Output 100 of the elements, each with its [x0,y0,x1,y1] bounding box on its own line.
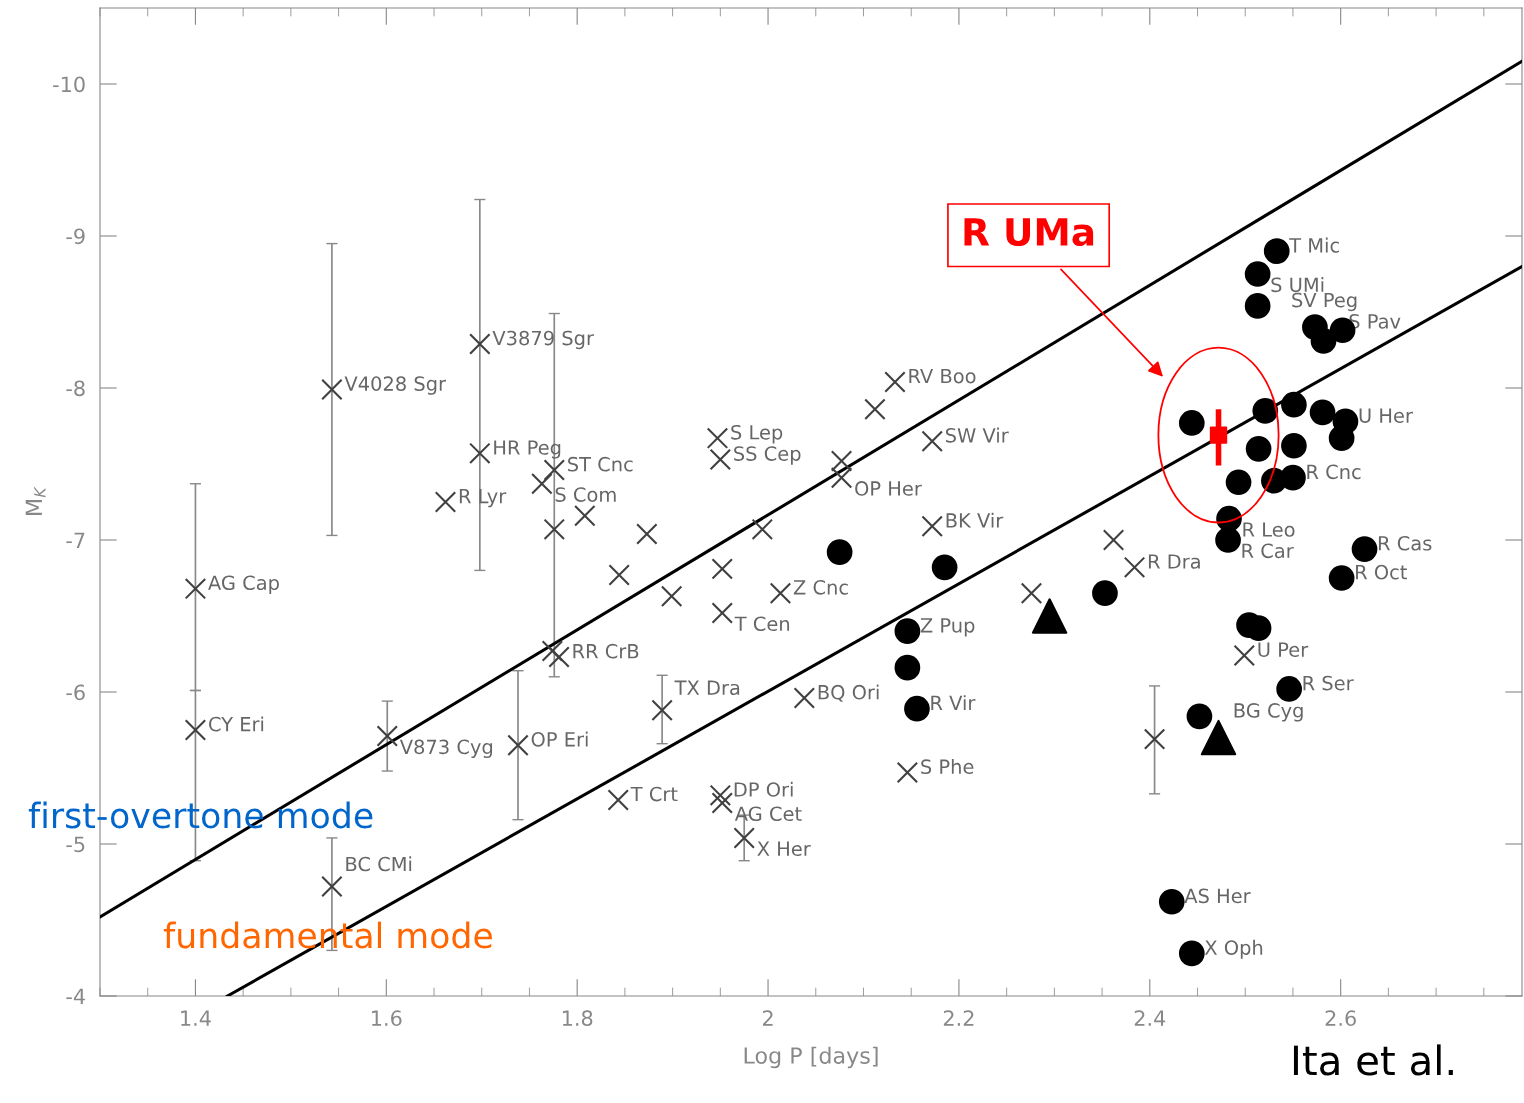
annotation: R Dra [1148,554,1200,569]
annotation: R Cas [1378,535,1432,551]
point [1244,293,1271,319]
y-tick-label: -10 [53,76,85,93]
point [1186,703,1213,730]
annotation: R Cnc [1307,464,1361,480]
point [1245,435,1272,462]
point [1309,399,1336,426]
y-tick-label: -9 [66,228,85,245]
point [1123,556,1146,579]
annotation: R Ser [1303,675,1354,691]
annotation: V873 Cyg [399,739,493,758]
y-tick-label: -7 [66,532,85,548]
point [711,558,734,580]
point [709,448,732,471]
annotation: T Crt [630,786,678,802]
point [1233,644,1256,667]
annotation: R Leo [1243,522,1295,537]
x-tick-label: 1.4 [181,1010,211,1026]
y-tick-label: -6 [66,684,85,701]
annotation: S Phe [921,758,974,775]
point [1310,328,1337,354]
point [709,784,732,807]
point [1328,565,1355,591]
x-tick-label: 1.8 [562,1010,593,1027]
point [531,473,553,495]
point [894,618,921,645]
x-tick-label: 2.6 [1325,1010,1356,1027]
annotation: X Oph [1204,939,1263,959]
annotation: CY Eri [209,716,264,732]
text: R UMa [964,218,1094,247]
annotation: U Her [1359,408,1413,423]
point [884,371,906,393]
point [1244,261,1271,287]
annotation: ST Cnc [568,456,633,472]
annotation: T Mic [1289,237,1339,253]
annotation: T Cen [734,616,790,632]
y-axis-title: M$_{K}$ [25,486,46,515]
point [1092,580,1118,607]
point [826,539,853,566]
annotation: first-overtone mode [28,801,373,829]
point [830,466,853,489]
point [733,827,755,849]
annotation: V3879 Sgr [492,330,594,350]
point [541,640,564,662]
point [1281,391,1307,418]
point [1351,536,1378,562]
y-tick-label: -5 [66,836,85,853]
point [469,442,491,465]
point [1281,432,1307,459]
y-tick-label: -8 [66,380,85,397]
annotation: Z Pup [920,618,975,637]
point [543,518,566,541]
point [706,427,729,449]
annotation: DP Ori [734,781,793,797]
point [894,654,921,681]
point [931,554,958,581]
point [1020,582,1043,604]
point [830,450,853,472]
annotation: SS Cep [734,446,801,465]
annotation: SV Peg [1292,292,1357,312]
point [1200,719,1237,756]
annotation: S UMi [1271,277,1324,293]
point [921,515,943,538]
annotation: R Vir [931,695,976,710]
annotation: BG Cyg [1234,703,1303,722]
point [1328,425,1355,452]
annotation: V4028 Sgr [344,376,447,395]
annotation: S Com [555,487,616,502]
point [864,398,886,421]
point [921,430,943,452]
point [1143,728,1166,750]
annotation: Z Cnc [793,579,848,595]
point [751,518,774,541]
point [711,602,734,624]
point [660,585,683,607]
point [543,459,566,481]
annotation: AG Cet [734,806,802,822]
annotation: OP Her [855,481,922,496]
point [608,564,630,586]
annotation: BK Vir [946,512,1004,528]
point [1252,397,1279,424]
point [184,577,207,600]
annotation: SW Vir [945,427,1009,443]
point [1178,410,1205,436]
annotation: R Car [1242,543,1294,559]
point [1178,940,1205,967]
annotation: RV Boo [909,368,976,384]
text: Ita et al. [1293,1044,1453,1076]
x-tick-label: 2.2 [943,1010,974,1026]
point [1225,469,1252,496]
point [636,523,658,545]
point [469,333,491,355]
point [607,789,629,811]
annotation: AG Cap [208,575,279,594]
annotation: OP Eri [531,731,588,747]
point [321,875,343,898]
point [574,504,596,527]
point [376,725,399,747]
annotation: TX Dra [674,680,740,696]
